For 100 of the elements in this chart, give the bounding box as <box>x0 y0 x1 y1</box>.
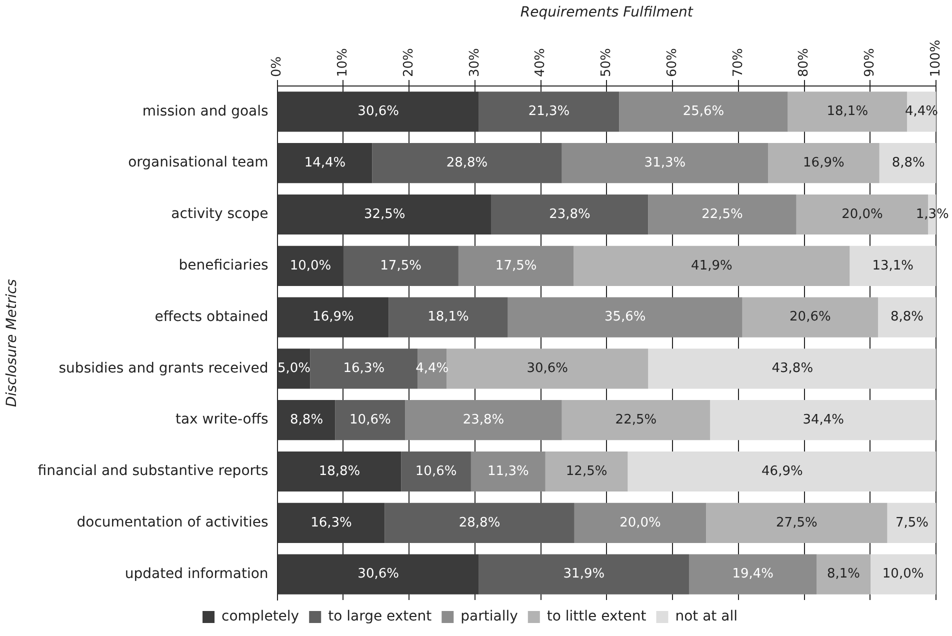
data-label: 27,5% <box>776 515 818 530</box>
bar <box>478 554 689 594</box>
y-axis-title: Disclosure Metrics <box>4 279 20 407</box>
bar <box>491 194 648 235</box>
bar <box>384 502 574 543</box>
data-label: 16,3% <box>343 361 385 376</box>
bar <box>401 451 471 492</box>
data-label: 28,8% <box>446 155 488 170</box>
bar <box>878 297 936 338</box>
data-label: 30,6% <box>358 566 399 582</box>
bar <box>710 400 936 440</box>
x-tick-label: 80% <box>796 48 812 77</box>
x-tick-label: 50% <box>599 48 614 77</box>
bar <box>278 92 479 132</box>
data-label: 8,8% <box>290 412 324 428</box>
data-label: 10,6% <box>350 412 391 428</box>
data-label: 16,3% <box>310 515 352 530</box>
bar <box>278 297 389 338</box>
data-label: 16,9% <box>803 155 844 170</box>
x-tick-label: 40% <box>533 48 548 77</box>
data-label: 16,9% <box>312 310 354 325</box>
bar <box>470 451 546 492</box>
bar <box>458 246 574 286</box>
data-label: 46,9% <box>762 464 803 479</box>
bar <box>562 143 768 184</box>
y-tick-label: beneficiaries <box>178 258 268 274</box>
bar <box>562 400 710 440</box>
data-label: 28,8% <box>458 515 500 530</box>
data-label: 17,5% <box>380 258 422 274</box>
data-label: 25,6% <box>682 104 724 120</box>
bar <box>545 451 628 492</box>
y-tick-label: updated information <box>124 566 268 582</box>
bar <box>372 143 562 184</box>
x-tick-label: 60% <box>664 48 680 77</box>
bar <box>628 451 936 492</box>
data-label: 18,1% <box>826 104 868 120</box>
data-label: 30,6% <box>358 104 399 120</box>
y-tick-label: documentation of activities <box>76 514 268 531</box>
data-label: 41,9% <box>691 258 732 274</box>
data-label: 35,6% <box>604 310 646 325</box>
bar <box>887 502 936 543</box>
x-tick-label: 30% <box>467 48 482 77</box>
bar <box>388 297 508 338</box>
data-label: 31,3% <box>644 155 686 170</box>
data-label: 18,8% <box>318 464 360 479</box>
y-tick-label: effects obtained <box>154 308 268 325</box>
bar <box>278 143 372 184</box>
x-axis-title: Requirements Fulfilment <box>520 4 694 21</box>
x-tick-label: 0% <box>270 56 285 77</box>
data-label: 22,5% <box>702 206 743 222</box>
data-label: 5,0% <box>278 361 311 376</box>
bar <box>343 246 458 286</box>
bar <box>278 502 385 543</box>
bar <box>310 348 418 389</box>
bar <box>706 502 888 543</box>
data-label: 10,6% <box>415 464 457 479</box>
bar <box>418 348 447 389</box>
bar <box>619 92 788 132</box>
data-label: 8,8% <box>892 155 925 170</box>
x-tick-label: 20% <box>401 48 416 77</box>
data-label: 20,6% <box>790 310 831 325</box>
data-label: 13,1% <box>872 258 914 274</box>
data-label: 11,3% <box>488 464 529 479</box>
data-label: 30,6% <box>526 361 568 376</box>
data-label: 31,9% <box>563 566 605 582</box>
bar <box>446 348 648 389</box>
bar <box>574 246 850 286</box>
data-label: 32,5% <box>364 206 406 222</box>
data-label: 23,8% <box>462 412 504 428</box>
data-label: 20,0% <box>620 515 661 530</box>
bar <box>648 348 936 389</box>
data-label: 18,1% <box>428 310 469 325</box>
legend-label: not at all <box>675 608 738 625</box>
y-tick-label: organisational team <box>128 154 268 171</box>
bar <box>788 92 908 132</box>
bar <box>405 400 562 440</box>
y-tick-label: mission and goals <box>142 103 268 120</box>
bar <box>688 554 817 594</box>
y-tick-label: tax write-offs <box>175 412 268 428</box>
data-label: 17,5% <box>495 258 537 274</box>
data-label: 8,8% <box>890 310 924 325</box>
bar <box>278 194 492 235</box>
y-tick-label: subsidies and grants received <box>58 360 268 376</box>
bar <box>278 554 479 594</box>
data-label: 7,5% <box>895 515 928 530</box>
data-label: 19,4% <box>732 566 774 582</box>
legend-label: partially <box>460 608 518 625</box>
bar <box>870 554 936 594</box>
data-label: 10,0% <box>882 566 924 582</box>
bar <box>879 143 936 184</box>
data-label: 43,8% <box>772 361 814 376</box>
x-tick-label: 10% <box>336 48 351 77</box>
data-label: 4,4% <box>416 361 449 376</box>
bar <box>850 246 936 286</box>
bar <box>574 502 706 543</box>
bar <box>816 554 870 594</box>
data-label: 10,0% <box>290 258 332 274</box>
bar <box>278 246 344 286</box>
legend-label: to large extent <box>328 608 432 625</box>
bar <box>768 143 880 184</box>
